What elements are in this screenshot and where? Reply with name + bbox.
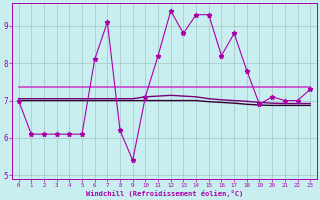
X-axis label: Windchill (Refroidissement éolien,°C): Windchill (Refroidissement éolien,°C) — [86, 190, 243, 197]
